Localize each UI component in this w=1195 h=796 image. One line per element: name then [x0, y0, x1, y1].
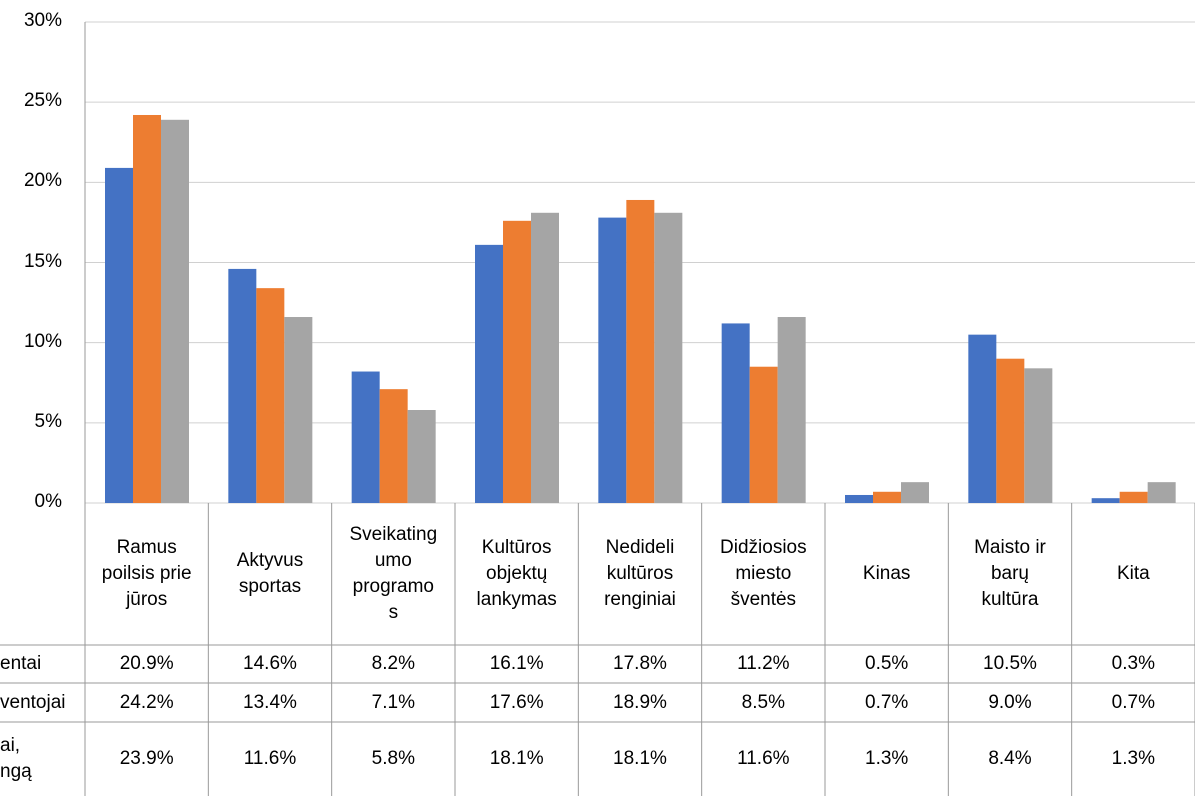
legend-label: ventojai: [0, 691, 66, 713]
legend-label: entai: [0, 653, 42, 674]
data-label: 1.3%: [1111, 748, 1155, 769]
bar: [161, 119, 189, 503]
data-label: 18.1%: [613, 748, 667, 769]
y-tick-label: 25%: [23, 90, 62, 112]
category-label: Maisto ir barų kultūra: [974, 537, 1046, 610]
data-label: 0.7%: [865, 691, 909, 713]
bar: [626, 199, 655, 503]
category-label: Nedideli kultūros renginiai: [604, 537, 676, 610]
bar: [749, 366, 778, 503]
y-tick-label: 20%: [23, 170, 62, 192]
bar: [598, 217, 627, 503]
bar: [777, 317, 806, 503]
data-label: 9.0%: [988, 691, 1032, 713]
bar: [531, 212, 559, 503]
category-label: Kita: [1116, 563, 1150, 584]
data-label: 0.3%: [1111, 653, 1155, 674]
bar: [968, 334, 997, 503]
bar: [503, 220, 531, 503]
y-tick-label: 5%: [34, 410, 62, 432]
data-label: 8.2%: [371, 653, 415, 674]
category-label: Kultūros objektų lankymas: [476, 537, 557, 610]
bar: [721, 323, 750, 503]
y-tick-label: 0%: [34, 491, 62, 512]
bar: [133, 114, 161, 503]
category-label: Ramus poilsis prie jūros: [101, 537, 192, 610]
data-label: 13.4%: [243, 691, 297, 713]
data-label: 17.6%: [489, 691, 544, 713]
bar: [654, 212, 683, 503]
data-label: 17.8%: [613, 653, 667, 674]
bar: [256, 288, 285, 503]
data-label: 14.6%: [243, 653, 297, 674]
y-tick-label: 30%: [23, 10, 62, 31]
bar: [284, 317, 313, 503]
bar: [1147, 482, 1176, 503]
bar: [845, 494, 873, 503]
data-label: 20.9%: [119, 653, 174, 674]
data-label: 10.5%: [983, 653, 1037, 674]
bar: [105, 167, 133, 504]
bar: [873, 491, 901, 503]
data-label: 7.1%: [371, 691, 415, 713]
data-label: 11.6%: [737, 748, 790, 769]
bar: [1024, 368, 1053, 503]
data-label: 1.3%: [865, 748, 909, 769]
data-label: 23.9%: [119, 748, 174, 769]
category-label: Sveikating umo programo s: [349, 524, 438, 623]
category-label: Didžiosios miesto šventės: [720, 537, 807, 610]
data-label: 8.5%: [741, 691, 785, 713]
data-label: 0.7%: [1111, 691, 1155, 713]
bar: [475, 244, 503, 503]
y-tick-label: 15%: [23, 250, 62, 272]
bar: [407, 410, 436, 503]
legend-label: ai, ngą: [0, 735, 32, 782]
data-label: 0.5%: [865, 653, 909, 674]
bar: [996, 358, 1025, 503]
data-label: 8.4%: [988, 748, 1032, 769]
bar: [379, 389, 408, 503]
bar: [228, 268, 257, 503]
bar: [1091, 498, 1120, 503]
y-tick-label: 10%: [23, 330, 62, 352]
bar: [1119, 491, 1148, 503]
data-label: 11.6%: [243, 748, 297, 769]
data-label: 11.2%: [737, 653, 790, 674]
data-label: 5.8%: [371, 748, 415, 769]
data-label: 24.2%: [119, 691, 174, 713]
category-label: Aktyvus sportas: [236, 550, 304, 597]
data-label: 18.9%: [613, 691, 667, 713]
data-label: 18.1%: [489, 748, 544, 769]
bar: [351, 371, 380, 503]
category-label: Kinas: [862, 563, 911, 584]
data-label: 16.1%: [489, 653, 544, 674]
bar: [901, 482, 929, 503]
